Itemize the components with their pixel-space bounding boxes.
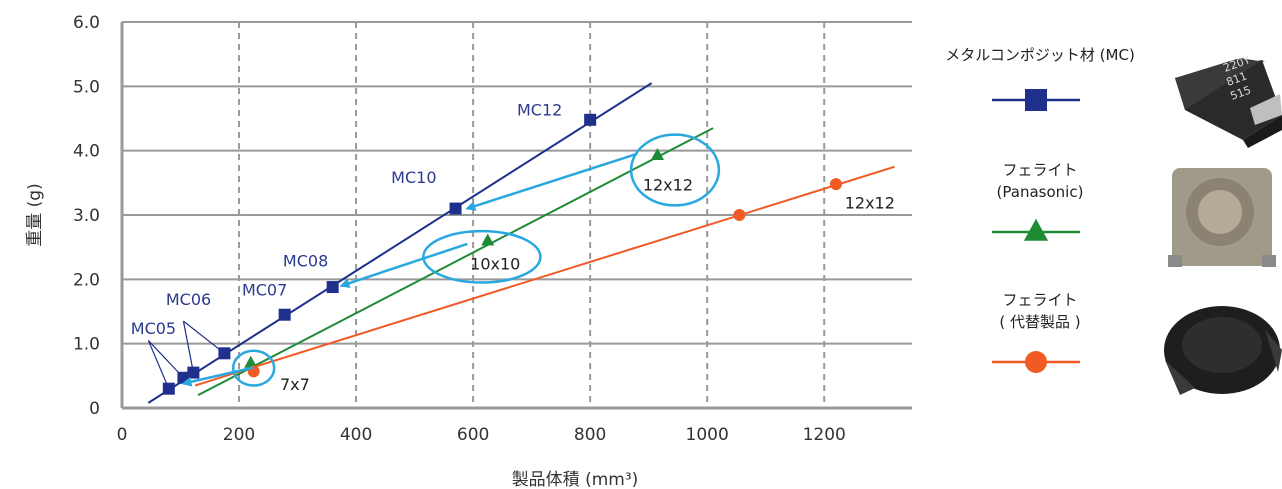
- comparison-arrows: [181, 152, 638, 387]
- x-tick-label: 200: [223, 425, 255, 445]
- y-tick-label: 4.0: [73, 142, 100, 162]
- data-point-circle: [247, 365, 260, 378]
- fit-line-2: [194, 165, 895, 387]
- x-tick-label: 1000: [686, 425, 729, 445]
- legend-sublabel: (Panasonic): [997, 183, 1084, 201]
- size-label: 12x12: [845, 194, 895, 213]
- legend-label: フェライト: [1002, 161, 1077, 179]
- mc-label: MC06: [166, 290, 211, 309]
- data-point-circle: [733, 209, 746, 221]
- mc-label: MC08: [283, 251, 328, 270]
- data-point-circle: [829, 178, 842, 191]
- ferrite-alt-photo: [1164, 306, 1282, 395]
- x-tick-label: 1200: [803, 425, 846, 445]
- comparison-arrow: [181, 366, 254, 387]
- legend-label: フェライト: [1002, 291, 1077, 309]
- legend-marker-square: [1025, 89, 1047, 111]
- mc05-leader: [147, 340, 170, 389]
- mc-label: MC10: [391, 168, 436, 187]
- mc05-leader: [147, 340, 184, 379]
- axes: 0 1.0 2.0 3.0 4.0 5.0 6.0 0 200 400 600 800 1000 1200: [73, 13, 912, 445]
- ferrite-panasonic-photo: [1168, 168, 1276, 267]
- y-tick-label: 6.0: [73, 13, 100, 33]
- legend-label: メタルコンポジット材 (MC): [945, 46, 1135, 64]
- size-label: 7x7: [280, 375, 310, 394]
- fit-lines: [147, 82, 895, 404]
- size-label: 10x10: [470, 255, 520, 274]
- data-point-triangle: [650, 147, 665, 160]
- comparison-arrow: [465, 152, 638, 211]
- legend-sublabel: ( 代替製品 ): [999, 313, 1080, 331]
- x-tick-label: 800: [574, 425, 606, 445]
- legend-marker-triangle: [1023, 218, 1049, 241]
- legend-marker-circle: [1025, 351, 1047, 373]
- y-tick-label: 1.0: [73, 335, 100, 355]
- mc06-leader: [183, 320, 225, 354]
- mc-label: MC12: [517, 100, 562, 119]
- mc-label: MC05: [131, 319, 176, 338]
- x-tick-label: 400: [340, 425, 372, 445]
- product-photos: 220Y 811 515: [1164, 53, 1282, 395]
- fit-line-0: [147, 82, 653, 404]
- fit-line-1: [197, 127, 714, 397]
- data-point-square: [278, 308, 291, 321]
- x-axis-title: 製品体積 (mm³): [512, 470, 639, 489]
- mc06-leader: [182, 321, 194, 373]
- x-tick-label: 0: [117, 425, 128, 445]
- highlight-ellipse: [231, 349, 276, 387]
- data-point-triangle: [481, 233, 495, 246]
- data-point-triangle: [244, 355, 258, 368]
- y-tick-label: 5.0: [73, 77, 100, 97]
- mc-inductor-photo: 220Y 811 515: [1175, 53, 1282, 148]
- grid: [122, 21, 912, 408]
- y-tick-label: 3.0: [73, 206, 100, 226]
- y-tick-label: 0: [89, 399, 100, 419]
- highlight-ellipse: [422, 229, 542, 284]
- legend: メタルコンポジット材 (MC) フェライト (Panasonic) フェライト ( 代替…: [945, 46, 1135, 373]
- data-point-square: [326, 281, 339, 294]
- comparison-arrow: [339, 242, 468, 288]
- mc-label: MC07: [242, 280, 287, 299]
- highlight-ellipse: [629, 133, 721, 207]
- y-axis-title: 重量 (g): [25, 183, 45, 246]
- size-label: 12x12: [643, 176, 693, 195]
- data-point-square: [449, 202, 462, 215]
- x-tick-label: 600: [457, 425, 489, 445]
- highlight-ellipses: [231, 133, 721, 387]
- y-tick-label: 2.0: [73, 270, 100, 290]
- data-point-square: [584, 113, 597, 126]
- annotation-labels: MC05 MC06 MC07 MC08 MC10 MC12 7x7 10x10 12x12 12x…: [131, 100, 895, 394]
